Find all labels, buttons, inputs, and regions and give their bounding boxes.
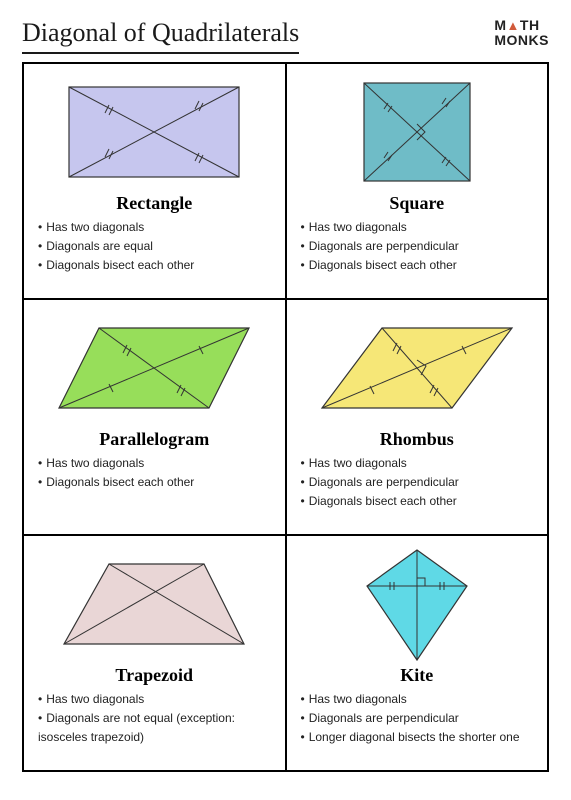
prop-item: Diagonals bisect each other [301, 256, 536, 275]
props-rhombus: Has two diagonals Diagonals are perpendi… [299, 454, 536, 512]
props-square: Has two diagonals Diagonals are perpendi… [299, 218, 536, 276]
props-kite: Has two diagonals Diagonals are perpendi… [299, 690, 536, 748]
shape-rectangle [36, 74, 273, 189]
logo-line1a: M [494, 17, 506, 33]
prop-item: Diagonals are perpendicular [301, 473, 536, 492]
label-rectangle: Rectangle [36, 193, 273, 214]
label-parallelogram: Parallelogram [36, 429, 273, 450]
label-square: Square [299, 193, 536, 214]
shape-trapezoid [36, 546, 273, 661]
prop-item: Has two diagonals [38, 690, 273, 709]
cell-kite: Kite Has two diagonals Diagonals are per… [286, 535, 549, 771]
prop-item: Diagonals are perpendicular [301, 709, 536, 728]
props-parallelogram: Has two diagonals Diagonals bisect each … [36, 454, 273, 492]
cell-trapezoid: Trapezoid Has two diagonals Diagonals ar… [23, 535, 286, 771]
label-kite: Kite [299, 665, 536, 686]
logo-line2: MONKS [494, 32, 549, 48]
cell-rectangle: Rectangle Has two diagonals Diagonals ar… [23, 63, 286, 299]
page-title: Diagonal of Quadrilaterals [22, 18, 299, 54]
prop-item: Diagonals are perpendicular [301, 237, 536, 256]
prop-item: Has two diagonals [301, 454, 536, 473]
shape-square [299, 74, 536, 189]
shape-rhombus [299, 310, 536, 425]
label-rhombus: Rhombus [299, 429, 536, 450]
shape-parallelogram [36, 310, 273, 425]
shape-kite [299, 546, 536, 661]
prop-item: Diagonals bisect each other [38, 473, 273, 492]
logo-line1b: TH [520, 17, 540, 33]
header: Diagonal of Quadrilaterals M▲TH MONKS [22, 18, 549, 54]
cell-parallelogram: Parallelogram Has two diagonals Diagonal… [23, 299, 286, 535]
cell-rhombus: Rhombus Has two diagonals Diagonals are … [286, 299, 549, 535]
prop-item: Diagonals bisect each other [38, 256, 273, 275]
props-trapezoid: Has two diagonals Diagonals are not equa… [36, 690, 273, 748]
prop-item: Has two diagonals [38, 454, 273, 473]
prop-item: Has two diagonals [38, 218, 273, 237]
prop-item: Longer diagonal bisects the shorter one [301, 728, 536, 747]
prop-item: Diagonals are equal [38, 237, 273, 256]
props-rectangle: Has two diagonals Diagonals are equal Di… [36, 218, 273, 276]
logo: M▲TH MONKS [494, 18, 549, 47]
cell-square: Square Has two diagonals Diagonals are p… [286, 63, 549, 299]
prop-item: Diagonals are not equal (exception: isos… [38, 709, 273, 747]
prop-item: Has two diagonals [301, 218, 536, 237]
shapes-grid: Rectangle Has two diagonals Diagonals ar… [22, 62, 549, 772]
label-trapezoid: Trapezoid [36, 665, 273, 686]
prop-item: Diagonals bisect each other [301, 492, 536, 511]
prop-item: Has two diagonals [301, 690, 536, 709]
